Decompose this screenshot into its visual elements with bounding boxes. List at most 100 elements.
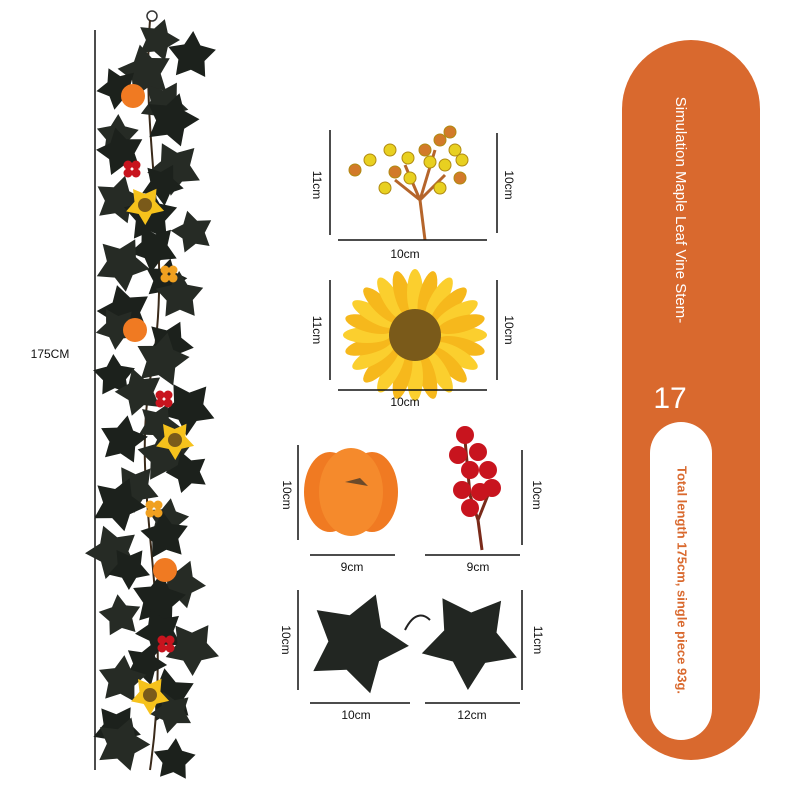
vine-leaf — [108, 550, 150, 590]
vine-leaf — [95, 309, 138, 350]
vine-leaf — [114, 368, 161, 416]
red-berry — [453, 481, 471, 499]
leaf — [421, 598, 517, 690]
red-berry — [461, 499, 479, 517]
vine-leaf — [140, 511, 188, 558]
dim-label: 11cm — [310, 316, 324, 344]
petal — [431, 287, 467, 324]
berry — [363, 153, 377, 167]
petal — [352, 300, 395, 328]
berry-pick — [348, 125, 469, 241]
length-label: 175CM — [31, 347, 70, 361]
leaf-stem — [404, 614, 431, 631]
berry — [433, 133, 447, 147]
vine-leaf — [147, 143, 200, 196]
dim-label: 10cm — [502, 170, 516, 199]
berry — [401, 151, 415, 165]
dim-label: 12cm — [457, 708, 486, 722]
hook — [146, 10, 158, 22]
description-pill — [650, 422, 712, 740]
petal — [435, 300, 478, 328]
vine-pumpkin — [121, 84, 145, 108]
vine-leaf — [161, 384, 215, 436]
vine-leaf — [93, 354, 135, 395]
vine-leaf — [165, 451, 206, 493]
berries — [348, 125, 469, 195]
twigs — [394, 149, 447, 241]
vine-berry — [155, 398, 165, 408]
vine-leaf — [96, 68, 138, 110]
berry — [378, 181, 392, 195]
vine-pumpkin — [123, 318, 147, 342]
red-berry — [461, 461, 479, 479]
vine-berry — [157, 643, 167, 653]
petal — [435, 342, 478, 370]
vine-berry — [165, 635, 175, 645]
vine-leaf — [140, 19, 180, 61]
petal — [425, 277, 453, 320]
vine-leaf — [150, 691, 191, 734]
vine-berry — [160, 273, 170, 283]
vine-leaf — [94, 478, 147, 532]
petal — [417, 352, 438, 399]
vine-berry — [153, 508, 163, 518]
vine-berry — [155, 390, 165, 400]
berry — [443, 125, 457, 139]
dim-label: 10cm — [390, 395, 419, 409]
vine-leaf — [99, 655, 147, 702]
berry — [388, 165, 402, 179]
petal — [417, 271, 438, 318]
vine-sunflower-center — [143, 688, 157, 702]
panel-title: Simulation Maple Leaf Vine Stem- — [672, 97, 689, 324]
petal — [392, 271, 413, 318]
vine-leaf — [168, 31, 216, 77]
stalk — [345, 478, 368, 486]
maple-leaves — [313, 594, 517, 694]
petal — [377, 277, 405, 320]
berry — [455, 153, 469, 167]
vine-leaf — [165, 625, 219, 676]
dim-label: 10cm — [502, 315, 516, 344]
vine-leaf — [133, 572, 186, 625]
vine-sunflower-center — [168, 433, 182, 447]
berry — [348, 163, 362, 177]
petal — [438, 314, 485, 335]
petal — [363, 287, 399, 324]
vine-leaf — [155, 271, 204, 317]
panel-description: Total length 175cm, single piece 93g. — [675, 466, 690, 694]
vine-leaf — [96, 239, 150, 292]
red-berry — [483, 479, 501, 497]
vine-berry — [163, 390, 173, 400]
red-berry-stem — [449, 426, 501, 551]
vine-leaf — [101, 415, 148, 463]
dim-label: 10cm — [390, 247, 419, 261]
vine-sunflower-center — [138, 198, 152, 212]
vine-leaf — [170, 210, 212, 253]
vine-berry — [131, 160, 141, 170]
red-berry — [449, 446, 467, 464]
vine-berry — [123, 168, 133, 178]
vine-leaf — [148, 93, 200, 147]
petal — [438, 335, 485, 356]
berry — [383, 143, 397, 157]
vine-leaf — [153, 738, 196, 779]
berry — [418, 143, 432, 157]
berry — [438, 158, 452, 172]
vine — [85, 10, 219, 779]
vine-leaf — [97, 175, 144, 224]
vine-leaf — [137, 332, 190, 386]
petal — [363, 346, 399, 383]
vine-berry — [168, 265, 178, 275]
berry — [453, 171, 467, 185]
vine-berry — [157, 635, 167, 645]
pumpkin — [304, 448, 398, 536]
berry — [433, 181, 447, 195]
dim-label: 11cm — [531, 626, 545, 654]
red-berry — [479, 461, 497, 479]
berry — [423, 155, 437, 169]
vine-berry — [145, 500, 155, 510]
leaf — [313, 594, 409, 694]
vine-pumpkin — [153, 558, 177, 582]
vine-leaf — [99, 717, 151, 771]
petal — [425, 350, 453, 393]
